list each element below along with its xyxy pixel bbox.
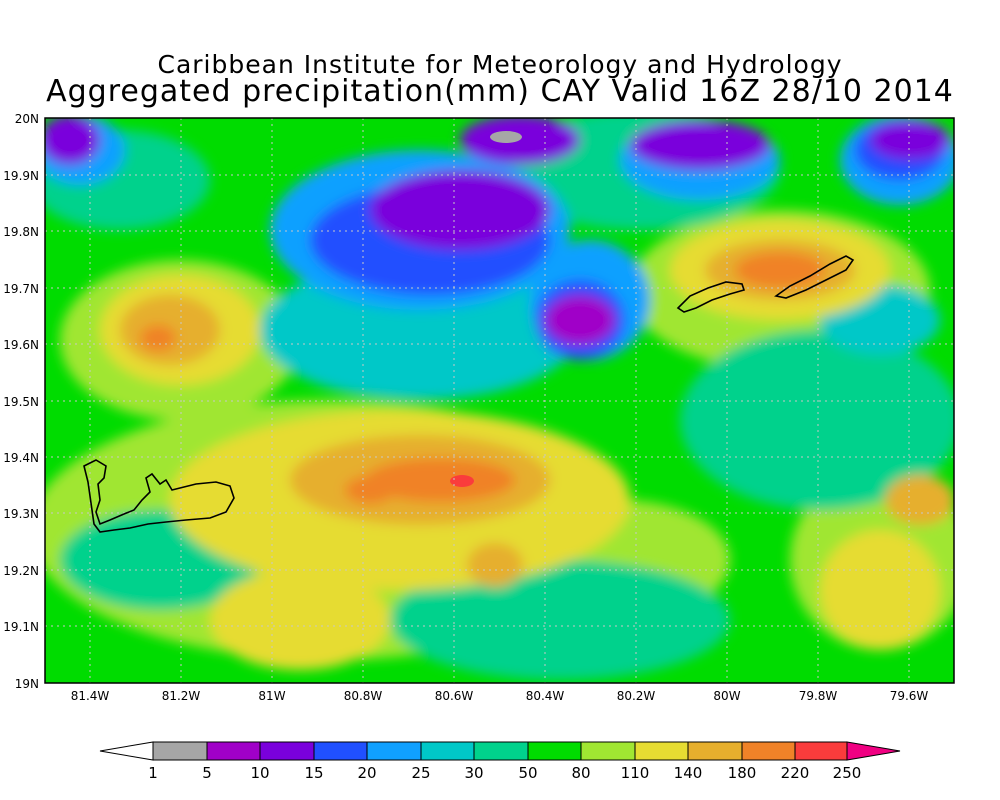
field-patch [820, 530, 940, 650]
colorbar-swatch [634, 741, 689, 761]
latitude-axis: 20N 19.9N 19.8N 19.7N 19.6N 19.5N 19.4N … [3, 112, 39, 691]
lon-label: 80W [713, 689, 740, 703]
lat-label: 20N [15, 112, 39, 126]
lat-label: 19.8N [3, 225, 39, 239]
field-patch [140, 325, 176, 351]
colorbar-swatch [687, 741, 743, 761]
lon-label: 79.6W [890, 689, 929, 703]
colorbar-swatch [580, 741, 636, 761]
little-cayman-island [676, 281, 746, 313]
field-patch [545, 295, 615, 345]
lon-label: 80.8W [344, 689, 383, 703]
lat-label: 19.5N [3, 395, 39, 409]
colorbar-label: 250 [833, 764, 862, 782]
field-patch [210, 570, 390, 670]
colorbar-label: 110 [621, 764, 650, 782]
field-patch [467, 543, 523, 587]
colorbar-label: 20 [357, 764, 376, 782]
lon-label: 80.2W [617, 689, 656, 703]
field-patch [885, 475, 954, 525]
colorbar-swatch [366, 741, 422, 761]
colorbar-under-arrow [99, 741, 154, 761]
colorbar-label: 30 [464, 764, 483, 782]
field-patch [45, 118, 100, 165]
lat-label: 19.9N [3, 169, 39, 183]
colorbar-label: 180 [728, 764, 757, 782]
colorbar-label: 50 [518, 764, 537, 782]
lat-label: 19N [15, 677, 39, 691]
lon-label: 81.4W [71, 689, 110, 703]
lon-label: 80.4W [526, 689, 565, 703]
colorbar-over-arrow [846, 741, 901, 761]
lon-label: 81W [258, 689, 285, 703]
lon-label: 79.8W [799, 689, 838, 703]
colorbar-swatch [527, 741, 582, 761]
lat-label: 19.1N [3, 620, 39, 634]
colorbar-label: 140 [674, 764, 703, 782]
colorbar-swatch [206, 741, 261, 761]
chart-subtitle: Aggregated precipitation(mm) CAY Valid 1… [46, 74, 954, 109]
lon-label: 81.2W [162, 689, 201, 703]
colorbar-label: 80 [571, 764, 590, 782]
chart-title: Caribbean Institute for Meteorology and … [157, 50, 843, 79]
field-patch [735, 252, 825, 288]
field-patch [460, 118, 580, 165]
colorbar-label: 5 [202, 764, 212, 782]
field-peak [450, 475, 474, 487]
field-patch [345, 476, 395, 504]
colorbar-swatch [259, 741, 315, 761]
lat-label: 19.7N [3, 282, 39, 296]
colorbar-label: 1 [148, 764, 158, 782]
colorbar-swatch [420, 741, 475, 761]
grid [45, 118, 954, 683]
field-patch [630, 120, 770, 170]
colorbar-label: 10 [250, 764, 269, 782]
longitude-axis: 81.4W 81.2W 81W 80.8W 80.6W 80.4W 80.2W … [71, 689, 929, 703]
colorbar-swatch [741, 741, 796, 761]
grand-cayman-island [83, 459, 235, 533]
colorbar-swatch [313, 741, 368, 761]
colorbar-swatch [473, 741, 529, 761]
precipitation-field [45, 118, 954, 683]
plot-frame [44, 117, 955, 684]
colorbar-label: 220 [781, 764, 810, 782]
field-patch [680, 330, 954, 510]
colorbar: 1 5 10 15 20 25 30 50 80 110 140 180 220… [99, 741, 901, 782]
colorbar-swatch [794, 741, 848, 761]
field-patch [870, 120, 950, 160]
colorbar-swatch [152, 741, 208, 761]
lat-label: 19.4N [3, 451, 39, 465]
colorbar-label: 25 [411, 764, 430, 782]
field-minimum [490, 131, 522, 143]
lat-label: 19.2N [3, 564, 39, 578]
lat-label: 19.3N [3, 507, 39, 521]
colorbar-label: 15 [304, 764, 323, 782]
field-patch [390, 560, 730, 680]
field-patch [365, 458, 515, 502]
cayman-brac-island [774, 255, 855, 299]
field-patch [370, 170, 550, 250]
lat-label: 19.6N [3, 338, 39, 352]
lon-label: 80.6W [435, 689, 474, 703]
